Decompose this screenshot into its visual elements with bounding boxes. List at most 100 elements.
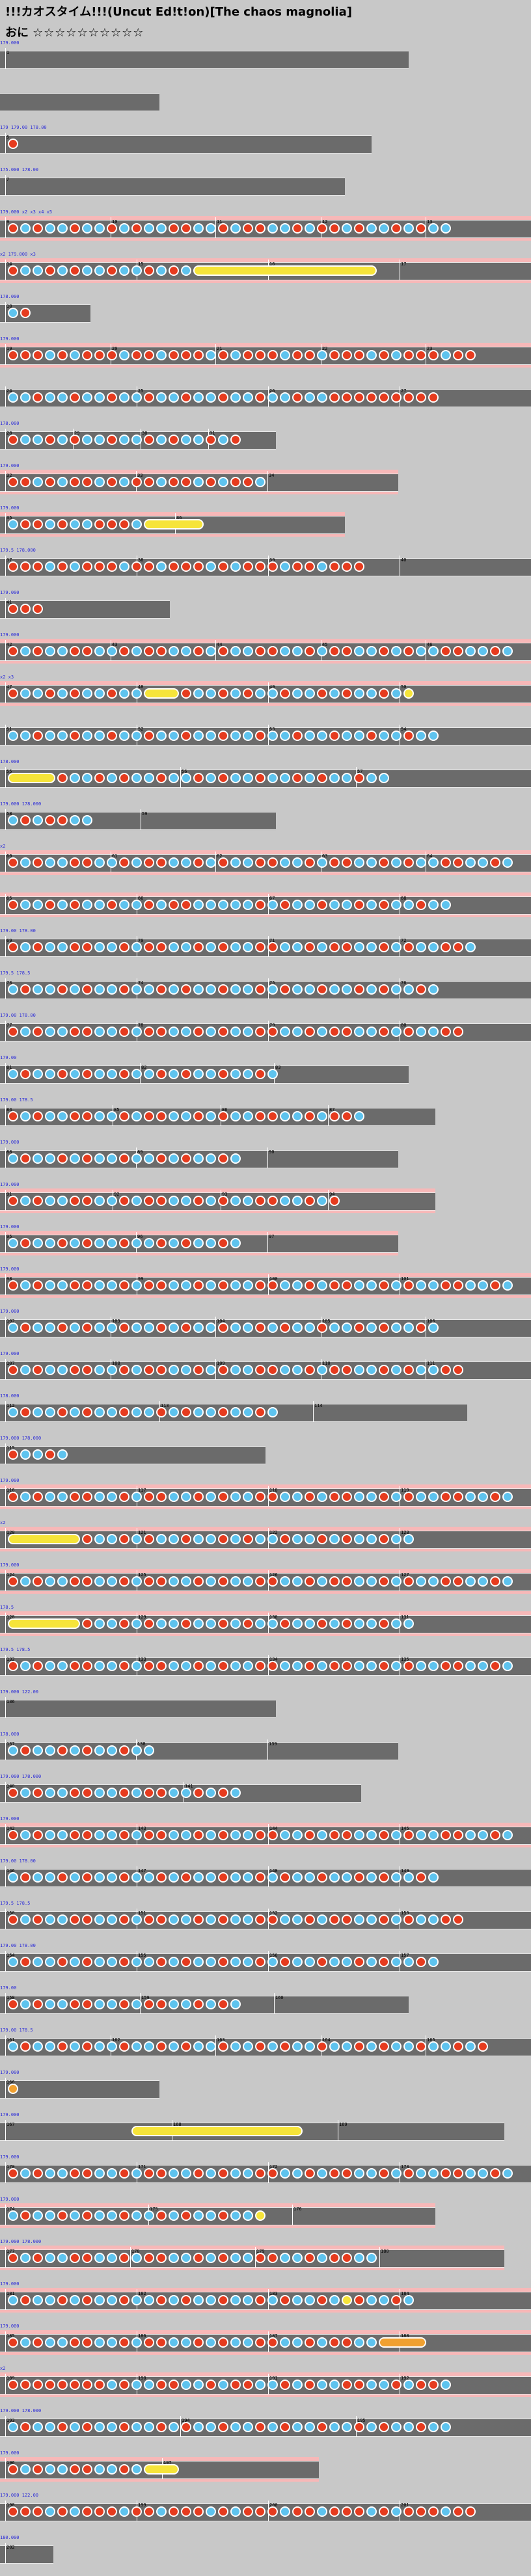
don-note xyxy=(156,1999,167,2009)
ka-note xyxy=(416,1576,426,1587)
don-note xyxy=(218,2506,228,2517)
measure-number: 187 xyxy=(269,2333,278,2339)
ka-note xyxy=(8,1407,18,1417)
ka-note xyxy=(181,1111,191,1121)
don-note xyxy=(156,1492,167,1502)
don-note xyxy=(57,815,68,825)
don-note xyxy=(144,435,154,445)
measure-number: 160 xyxy=(275,1995,284,2000)
measure-line xyxy=(5,260,6,280)
ka-note xyxy=(280,1492,290,1502)
ka-note xyxy=(243,1069,253,1079)
row-annotations: 179.000 122.00 xyxy=(0,1689,39,1695)
don-note xyxy=(57,1069,68,1079)
don-note xyxy=(70,1576,80,1587)
note-lane xyxy=(0,135,372,154)
ka-note xyxy=(94,857,105,868)
measure-line xyxy=(130,2247,131,2268)
ka-note xyxy=(181,1576,191,1587)
don-note xyxy=(119,1745,129,1756)
ka-note xyxy=(57,435,68,445)
don-note xyxy=(8,1365,18,1375)
measure-number: 80 xyxy=(401,1023,407,1028)
chart-row: 179.00 158 159 160 xyxy=(0,1984,531,2026)
measure-line xyxy=(5,429,6,449)
ka-note xyxy=(193,1957,204,1967)
measure-line xyxy=(274,1993,275,2014)
don-note xyxy=(342,1111,352,1121)
ka-note xyxy=(403,223,414,234)
ka-note xyxy=(206,942,216,952)
ka-note xyxy=(230,1576,241,1587)
row-annotations: 179.000 xyxy=(0,2070,20,2075)
measure-line xyxy=(5,2331,6,2352)
don-note xyxy=(144,392,154,403)
ka-note xyxy=(33,2422,43,2432)
measure-number: 107 xyxy=(7,1361,15,1366)
ka-note xyxy=(243,900,253,910)
ka-note xyxy=(280,1026,290,1037)
row-annotations: x2 179.000 x3 xyxy=(0,252,36,257)
measure-number: 157 xyxy=(401,1953,409,1958)
don-note xyxy=(119,942,129,952)
don-note xyxy=(156,1196,167,1206)
ka-note xyxy=(366,900,377,910)
ka-note xyxy=(119,350,129,360)
ka-note xyxy=(329,688,340,699)
don-note xyxy=(453,2041,463,2052)
measure-number: 168 xyxy=(173,2122,182,2127)
ka-note xyxy=(403,1618,414,1629)
measure-line xyxy=(5,2120,6,2141)
ka-note xyxy=(45,1788,55,1798)
ka-note xyxy=(379,773,389,783)
don-note xyxy=(305,350,315,360)
ka-note xyxy=(20,646,31,656)
don-note xyxy=(267,1492,278,1502)
don-note xyxy=(82,1026,92,1037)
don-note xyxy=(416,2380,426,2390)
ka-note xyxy=(403,2041,414,2052)
don-note xyxy=(403,646,414,656)
don-note xyxy=(20,2041,31,2052)
drumroll-bar xyxy=(403,688,414,699)
measure-number: 101 xyxy=(401,1276,409,1281)
don-note xyxy=(82,1618,92,1629)
don-note xyxy=(33,1914,43,1925)
don-note xyxy=(354,223,364,234)
ka-note xyxy=(107,942,117,952)
don-note xyxy=(119,2337,129,2348)
ka-note xyxy=(354,1026,364,1037)
measure-number: 64 xyxy=(427,853,433,859)
ka-note xyxy=(94,2041,105,2052)
measure-line xyxy=(5,2458,6,2479)
ka-note xyxy=(428,1280,439,1291)
don-note xyxy=(218,646,228,656)
don-note xyxy=(193,1365,204,1375)
measure-line xyxy=(5,2247,6,2268)
balloon-note xyxy=(8,2084,18,2094)
don-note xyxy=(8,1280,18,1291)
ka-note xyxy=(292,984,303,995)
measure-number: 43 xyxy=(112,642,118,647)
ka-note xyxy=(206,1872,216,1883)
don-note xyxy=(20,308,31,318)
row-annotations: 179 179.00 178.00 xyxy=(0,125,47,130)
ka-note xyxy=(33,1238,43,1248)
don-note xyxy=(416,1322,426,1333)
ka-note xyxy=(329,984,340,995)
don-note xyxy=(57,1238,68,1248)
ka-note xyxy=(169,1238,179,1248)
don-note xyxy=(20,1872,31,1883)
don-note xyxy=(441,1830,451,1840)
row-annotations: 179.000 xyxy=(0,2112,20,2117)
don-note xyxy=(144,1534,154,1544)
don-note xyxy=(156,1661,167,1671)
ka-note xyxy=(354,2337,364,2348)
ka-note xyxy=(230,731,241,741)
ka-note xyxy=(292,2253,303,2263)
don-note xyxy=(329,2506,340,2517)
measure-line xyxy=(5,1613,6,1633)
don-note xyxy=(342,392,352,403)
ka-note xyxy=(94,1957,105,1967)
ka-note xyxy=(379,2380,389,2390)
